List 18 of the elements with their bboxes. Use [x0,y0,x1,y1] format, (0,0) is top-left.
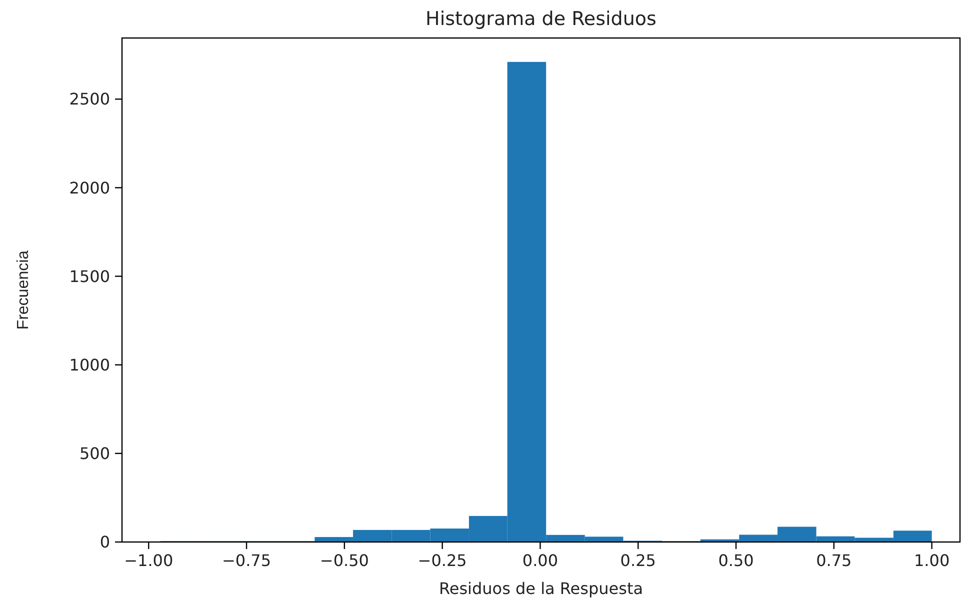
x-tick-label: −0.50 [320,551,369,570]
y-tick-label: 500 [79,444,110,464]
y-tick-label: 0 [100,532,110,552]
y-tick-label: 2500 [69,90,110,109]
chart-title: Histograma de Residuos [426,8,656,30]
x-axis-title: Residuos de la Respuesta [438,579,644,598]
y-tick-label: 1500 [69,266,110,286]
x-tick-label: 1.00 [914,551,950,570]
x-tick-label: −0.25 [418,551,467,570]
y-tick-label: 1000 [69,355,110,374]
x-tick-label: −0.75 [222,551,272,570]
y-axis-title: Frecuencia [15,250,32,330]
x-tick-label: 0.25 [620,551,656,570]
x-tick-label: 0.75 [816,551,852,570]
x-tick-label: 0.50 [718,551,754,570]
x-tick-label: 0.00 [522,551,558,570]
y-tick-label: 2000 [69,178,110,198]
x-tick-label: −1.00 [124,551,174,570]
